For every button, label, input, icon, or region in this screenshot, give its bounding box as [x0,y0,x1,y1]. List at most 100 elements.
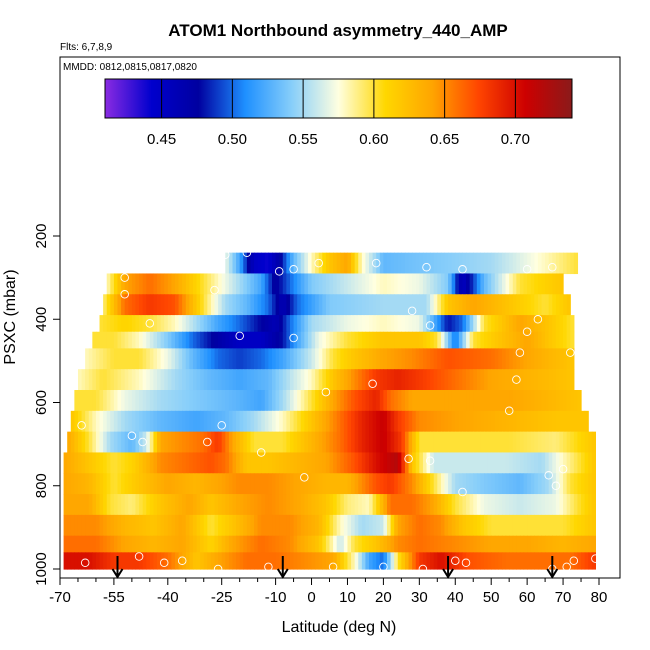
heatmap-cell [272,552,277,570]
heatmap-cell [325,514,331,537]
heatmap-cell [135,552,140,570]
heatmap-cell [207,315,212,333]
heatmap-cell [534,348,539,370]
heatmap-cell [261,390,266,412]
x-tick-label: -10 [265,589,287,606]
heatmap-cell [386,369,392,391]
colorbar-tick-label: 0.60 [359,131,388,148]
heatmap-cell [458,452,464,474]
heatmap-cell [336,410,341,433]
heatmap-cell [142,494,147,516]
heatmap-cell [552,369,557,391]
heatmap-cell [333,369,338,391]
heatmap-cell [182,315,187,333]
heatmap-cell [293,294,298,316]
heatmap-cell [164,294,169,316]
heatmap-cell [570,315,575,333]
heatmap-cell [189,552,194,570]
heatmap-cell [149,294,155,316]
heatmap-cell [63,514,68,537]
heatmap-cell [501,494,507,516]
heatmap-cell [207,273,212,295]
heatmap-cell [149,494,155,516]
heatmap-cell [408,273,413,295]
heatmap-cell [527,369,532,391]
heatmap-cell [311,514,316,537]
heatmap-cell [131,494,137,516]
heatmap-cell [322,273,327,295]
heatmap-cell [343,273,349,295]
colorbar-tick-label: 0.55 [289,131,318,148]
heatmap-cell [264,494,270,516]
heatmap-cell [264,369,270,391]
heatmap-cell [311,494,316,516]
heatmap-cell [110,294,115,316]
heatmap-cell [88,552,93,570]
heatmap-cell [491,552,496,570]
heatmap-cell [566,390,571,412]
heatmap-cell [160,473,165,495]
heatmap-cell [261,273,266,295]
heatmap-cell [315,369,320,391]
heatmap-cell [527,494,532,516]
heatmap-cell [304,535,309,553]
heatmap-cell [171,494,176,516]
heatmap-cell [527,431,532,454]
heatmap-cell [236,315,241,333]
heatmap-cell [473,473,478,495]
heatmap-cell [174,369,180,391]
heatmap-cell [480,552,485,570]
flight-arrows [111,556,559,579]
heatmap-cell [128,331,133,349]
heatmap-cell [254,273,259,295]
heatmap-cell [146,273,151,295]
heatmap-cell [369,294,374,316]
heatmap-cell [563,348,568,370]
heatmap-cell [289,552,295,570]
heatmap-cell [372,252,377,275]
heatmap-cell [487,331,492,349]
heatmap-cell [103,514,108,537]
heatmap-cell [149,473,155,495]
heatmap-cell [458,315,464,333]
heatmap-cell [329,431,334,454]
heatmap-cell [394,273,399,295]
heatmap-cell [239,514,244,537]
sample-point [551,481,561,491]
heatmap-cell [412,535,417,553]
heatmap-cell [322,452,327,474]
heatmap-cell [484,315,489,333]
heatmap-cell [458,369,464,391]
heatmap-cell [203,369,208,391]
heatmap-cell [311,273,316,295]
heatmap-cell [581,494,586,516]
heatmap-cell [430,494,435,516]
heatmap-cell [462,331,467,349]
heatmap-cell [210,535,216,553]
heatmap-cell [293,315,298,333]
heatmap-cell [157,369,162,391]
heatmap-cell [412,252,417,275]
heatmap-cell [430,348,435,370]
heatmap-cell [121,535,126,553]
heatmap-cell [343,431,349,454]
heatmap-cell [307,315,313,333]
heatmap-cell [404,273,410,295]
heatmap-cell [343,410,349,433]
heatmap-cell [243,494,248,516]
heatmap-cell [476,410,482,433]
heatmap-cell [246,252,252,275]
heatmap-cell [570,369,575,391]
dates-label: MMDD: 0812,0815,0817,0820 [63,62,197,73]
heatmap-cell [491,294,496,316]
heatmap-cell [473,410,478,433]
heatmap-cell [246,473,252,495]
heatmap-cell [412,390,417,412]
heatmap-cell [85,473,90,495]
heatmap-cell [95,348,101,370]
heatmap-cell [257,431,262,454]
heatmap-cell [426,369,431,391]
heatmap-cell [63,473,68,495]
heatmap-cell [484,390,489,412]
heatmap-cell [318,348,323,370]
